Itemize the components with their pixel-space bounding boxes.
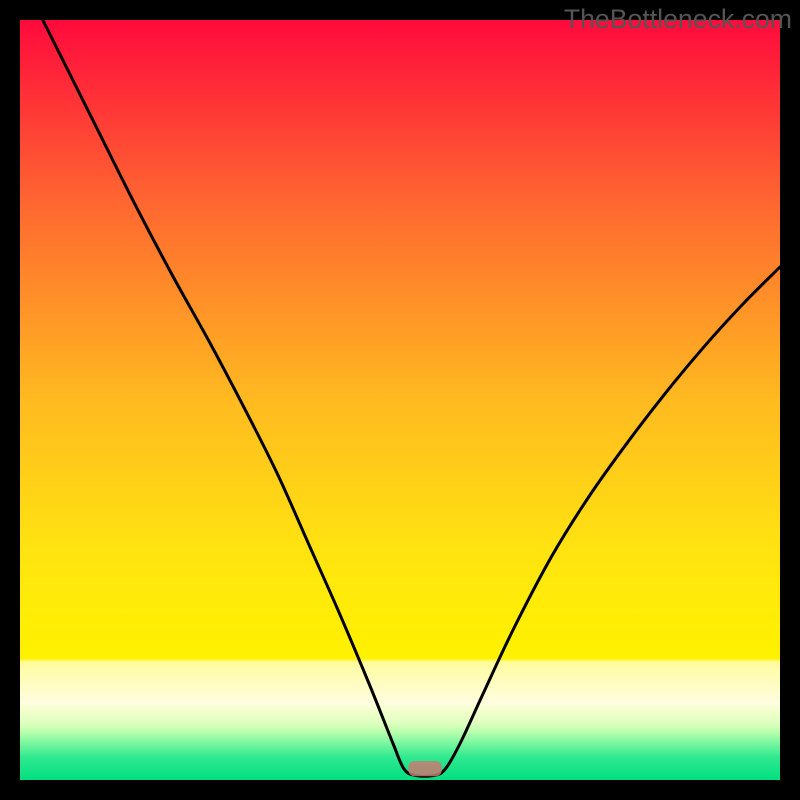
optimal-marker <box>408 761 441 776</box>
heatmap-background <box>20 20 780 780</box>
chart-container: TheBottleneck.com <box>0 0 800 800</box>
chart-svg <box>0 0 800 800</box>
watermark-text: TheBottleneck.com <box>564 4 792 35</box>
